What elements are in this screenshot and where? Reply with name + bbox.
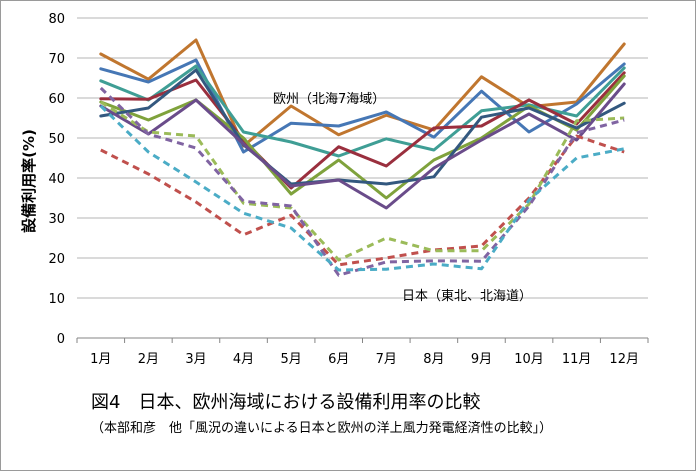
y-tick-label: 40 — [48, 172, 65, 187]
europe-series-line-7 — [99, 82, 626, 210]
y-tick-label: 80 — [48, 12, 65, 27]
x-tick-label: 8月 — [423, 352, 444, 367]
europe-series-line-3 — [99, 64, 626, 158]
axis-ticks: 0 10 20 30 40 50 60 70 80 1月 2月 3月 4月 5月 6月 7月 8月 9月 10月 11… — [48, 12, 639, 367]
x-tick-label: 5月 — [280, 352, 301, 367]
series-layer — [99, 38, 626, 277]
x-tick-label: 12月 — [609, 352, 639, 367]
x-tick-label: 6月 — [328, 352, 349, 367]
line-chart: 0 10 20 30 40 50 60 70 80 1月 2月 3月 4月 5月 6月 7月 8月 9月 10月 11… — [20, 12, 649, 367]
europe-series-line-4 — [99, 71, 626, 190]
figure-caption-source: （本部和彦 他「風況の違いによる日本と欧州の洋上風力発電経済性の比較」） — [91, 421, 553, 436]
figure-caption-title: 図4 日本、欧州海域における設備利用率の比較 — [91, 392, 481, 413]
y-tick-label: 0 — [57, 332, 65, 347]
x-tick-label: 9月 — [471, 352, 492, 367]
japan-series-line-8 — [100, 134, 625, 267]
x-tick-label: 2月 — [138, 352, 159, 367]
japan-series-line-11 — [99, 104, 625, 272]
x-tick-label: 11月 — [562, 352, 592, 367]
y-axis-label: 設備利用率(%) — [20, 129, 38, 233]
europe-series-line-2 — [99, 58, 626, 154]
y-tick-label: 70 — [48, 52, 65, 67]
x-tick-label: 3月 — [185, 352, 206, 367]
x-tick-label: 1月 — [90, 352, 111, 367]
annotation-japan: 日本（東北、北海道） — [402, 288, 532, 304]
europe-series-line-6 — [99, 68, 626, 186]
y-tick-label: 60 — [48, 92, 65, 107]
y-tick-label: 30 — [48, 212, 65, 227]
x-tick-label: 10月 — [514, 352, 544, 367]
y-tick-label: 10 — [48, 292, 65, 307]
y-tick-label: 20 — [48, 252, 65, 267]
x-tick-label: 7月 — [376, 352, 397, 367]
x-tick-label: 4月 — [233, 352, 254, 367]
japan-series-line-9 — [100, 100, 625, 262]
annotation-europe: 欧州（北海7海域） — [273, 92, 385, 107]
y-tick-label: 50 — [48, 132, 65, 147]
